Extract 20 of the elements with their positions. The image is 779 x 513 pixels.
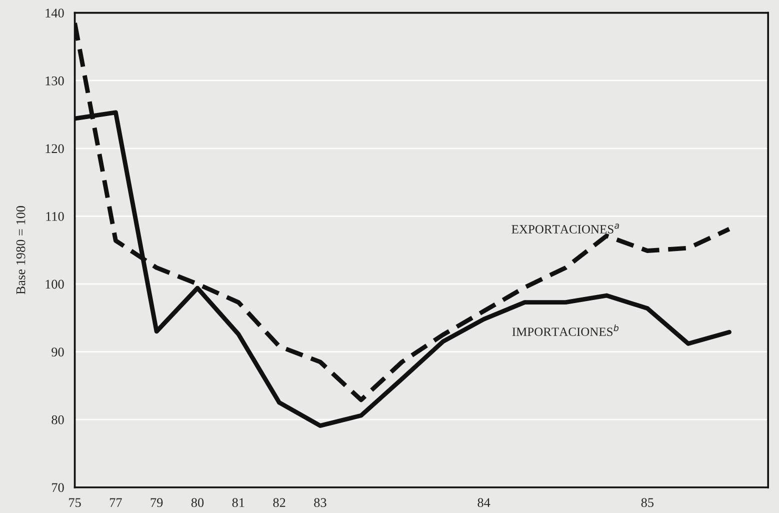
y-tick-label: 110 xyxy=(46,212,64,221)
x-tick-label: 83 xyxy=(314,498,326,508)
x-tick-label: 75 xyxy=(69,498,81,508)
x-tick-label: 81 xyxy=(232,498,244,508)
x-tick-label: 77 xyxy=(110,498,122,507)
y-tick-label: 70 xyxy=(52,483,64,492)
x-tick-label: 85 xyxy=(641,498,654,508)
y-tick-label: 140 xyxy=(46,8,64,18)
y-tick-label: 130 xyxy=(46,76,64,86)
x-tick-label: 82 xyxy=(273,498,286,508)
y-tick-label: 90 xyxy=(52,348,64,356)
y-tick-label: 80 xyxy=(52,415,64,424)
x-tick-label: 84 xyxy=(478,498,490,508)
series-label: EXPORTACIONES$^{a}$ xyxy=(512,224,619,234)
x-tick-label: 79 xyxy=(150,498,163,508)
x-tick-label: 80 xyxy=(191,498,204,508)
series-label: IMPORTACIONES$^{b}$ xyxy=(512,324,619,336)
y-tick-label: 120 xyxy=(46,144,64,154)
y-axis-title: Base 1980 = 100 xyxy=(16,206,26,294)
y-tick-label: 100 xyxy=(46,280,64,289)
